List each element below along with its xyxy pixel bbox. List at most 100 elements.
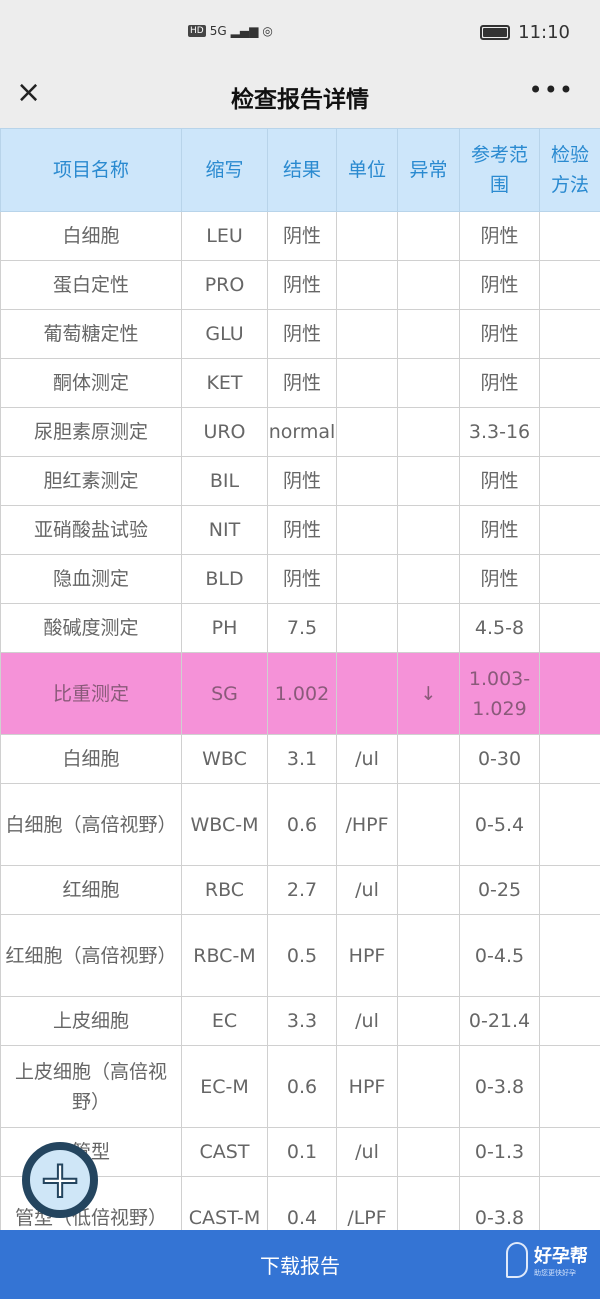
cell-unit xyxy=(336,260,398,310)
cell-unit xyxy=(336,407,398,457)
cell-unit: /ul xyxy=(336,996,398,1046)
cell-method xyxy=(539,652,600,735)
table-row: 上皮细胞 EC 3.3/ul 0-21.4 xyxy=(0,996,600,1046)
cell-abnormal: ↓ xyxy=(397,652,460,735)
cell-unit: HPF xyxy=(336,914,398,997)
cell-item-name: 红细胞 xyxy=(0,865,182,915)
table-row: 葡萄糖定性 GLU 阴性 阴性 xyxy=(0,309,600,359)
cell-result: 阴性 xyxy=(267,260,337,310)
cell-abnormal xyxy=(397,456,460,506)
column-header-result: 结果 xyxy=(267,128,337,212)
battery-icon xyxy=(480,25,511,40)
table-row: 白细胞 LEU 阴性 阴性 xyxy=(0,211,600,261)
cell-unit xyxy=(336,309,398,359)
cell-item-name: 白细胞 xyxy=(0,211,182,261)
cell-item-name: 蛋白定性 xyxy=(0,260,182,310)
table-row: 白细胞 WBC 3.1/ul 0-30 xyxy=(0,734,600,784)
table-row: 隐血测定 BLD 阴性 阴性 xyxy=(0,554,600,604)
cell-abnormal xyxy=(397,407,460,457)
cell-method xyxy=(539,211,600,261)
cell-method xyxy=(539,309,600,359)
table-row: 白细胞（高倍视野） WBC-M 0.6/HPF 0-5.4 xyxy=(0,783,600,866)
hd-icon: HD xyxy=(188,25,206,37)
cell-reference-range: 阴性 xyxy=(459,309,540,359)
cell-unit: HPF xyxy=(336,1045,398,1128)
cell-item-name: 比重测定 xyxy=(0,652,182,735)
cell-method xyxy=(539,554,600,604)
page-title: 检查报告详情 xyxy=(231,87,369,113)
table-row: 红细胞 RBC 2.7/ul 0-25 xyxy=(0,865,600,915)
cell-abnormal xyxy=(397,865,460,915)
cell-unit xyxy=(336,652,398,735)
cell-result: 3.3 xyxy=(267,996,337,1046)
cell-abbr: PRO xyxy=(181,260,268,310)
cell-result: 0.5 xyxy=(267,914,337,997)
cell-abbr: NIT xyxy=(181,505,268,555)
cell-method xyxy=(539,865,600,915)
cell-method xyxy=(539,1045,600,1128)
cell-unit xyxy=(336,211,398,261)
cell-method xyxy=(539,407,600,457)
brand-mark-icon xyxy=(506,1242,528,1278)
table-row: 亚硝酸盐试验 NIT 阴性 阴性 xyxy=(0,505,600,555)
cell-abbr: RBC-M xyxy=(181,914,268,997)
table-row: 酮体测定 KET 阴性 阴性 xyxy=(0,358,600,408)
cell-result: 2.7 xyxy=(267,865,337,915)
cell-reference-range: 阴性 xyxy=(459,211,540,261)
cell-result: 阴性 xyxy=(267,309,337,359)
cell-item-name: 红细胞（高倍视野） xyxy=(0,914,182,997)
cell-abbr: GLU xyxy=(181,309,268,359)
table-row: 胆红素测定 BIL 阴性 阴性 xyxy=(0,456,600,506)
cell-abnormal xyxy=(397,554,460,604)
cell-abnormal xyxy=(397,1127,460,1177)
cell-abnormal xyxy=(397,358,460,408)
add-fab-button[interactable]: + xyxy=(22,1142,98,1218)
cell-reference-range: 0-21.4 xyxy=(459,996,540,1046)
cell-result: normal xyxy=(267,407,337,457)
plus-icon: + xyxy=(37,1150,83,1210)
cell-method xyxy=(539,603,600,653)
cell-abbr: KET xyxy=(181,358,268,408)
clock: 11:10 xyxy=(518,22,570,43)
cell-result: 7.5 xyxy=(267,603,337,653)
more-icon[interactable]: ••• xyxy=(528,76,574,104)
cell-abbr: LEU xyxy=(181,211,268,261)
cell-unit xyxy=(336,456,398,506)
cell-reference-range: 阴性 xyxy=(459,505,540,555)
cell-method xyxy=(539,734,600,784)
cell-unit: /ul xyxy=(336,865,398,915)
cell-method xyxy=(539,783,600,866)
cell-result: 1.002 xyxy=(267,652,337,735)
cell-unit: /ul xyxy=(336,1127,398,1177)
cell-unit: /HPF xyxy=(336,783,398,866)
cell-abnormal xyxy=(397,211,460,261)
close-icon[interactable]: × xyxy=(16,75,42,110)
column-header-abbr: 缩写 xyxy=(181,128,268,212)
cell-reference-range: 阴性 xyxy=(459,358,540,408)
hotspot-icon: ◎ xyxy=(262,24,273,38)
cell-item-name: 隐血测定 xyxy=(0,554,182,604)
cell-abnormal xyxy=(397,1045,460,1128)
cell-result: 3.1 xyxy=(267,734,337,784)
cell-unit: /ul xyxy=(336,734,398,784)
brand-slogan: 助您更快好孕 xyxy=(534,1269,576,1277)
cell-item-name: 亚硝酸盐试验 xyxy=(0,505,182,555)
cell-result: 0.1 xyxy=(267,1127,337,1177)
cell-unit xyxy=(336,358,398,408)
table-row: 比重测定 SG 1.002 ↓ 1.003-1.029 xyxy=(0,652,600,735)
column-header-abnormal: 异常 xyxy=(397,128,460,212)
cell-unit xyxy=(336,505,398,555)
status-bar: HD 5G ▂▄▆ ◎ 11:10 xyxy=(0,0,600,64)
cell-result: 0.6 xyxy=(267,1045,337,1128)
column-header-reference-range: 参考范围 xyxy=(459,128,540,212)
cell-method xyxy=(539,456,600,506)
table-row: 酸碱度测定 PH 7.5 4.5-8 xyxy=(0,603,600,653)
report-table: 项目名称 缩写 结果 单位 异常 参考范围 检验方法 白细胞 LEU 阴性 阴性 蛋白定性 PRO 阴性… xyxy=(0,128,600,1259)
cell-reference-range: 0-30 xyxy=(459,734,540,784)
cell-unit xyxy=(336,603,398,653)
cell-abbr: BIL xyxy=(181,456,268,506)
cell-result: 阴性 xyxy=(267,505,337,555)
cell-reference-range: 阴性 xyxy=(459,260,540,310)
cell-reference-range: 1.003-1.029 xyxy=(459,652,540,735)
download-report-button[interactable]: 下载报告 xyxy=(260,1254,340,1278)
